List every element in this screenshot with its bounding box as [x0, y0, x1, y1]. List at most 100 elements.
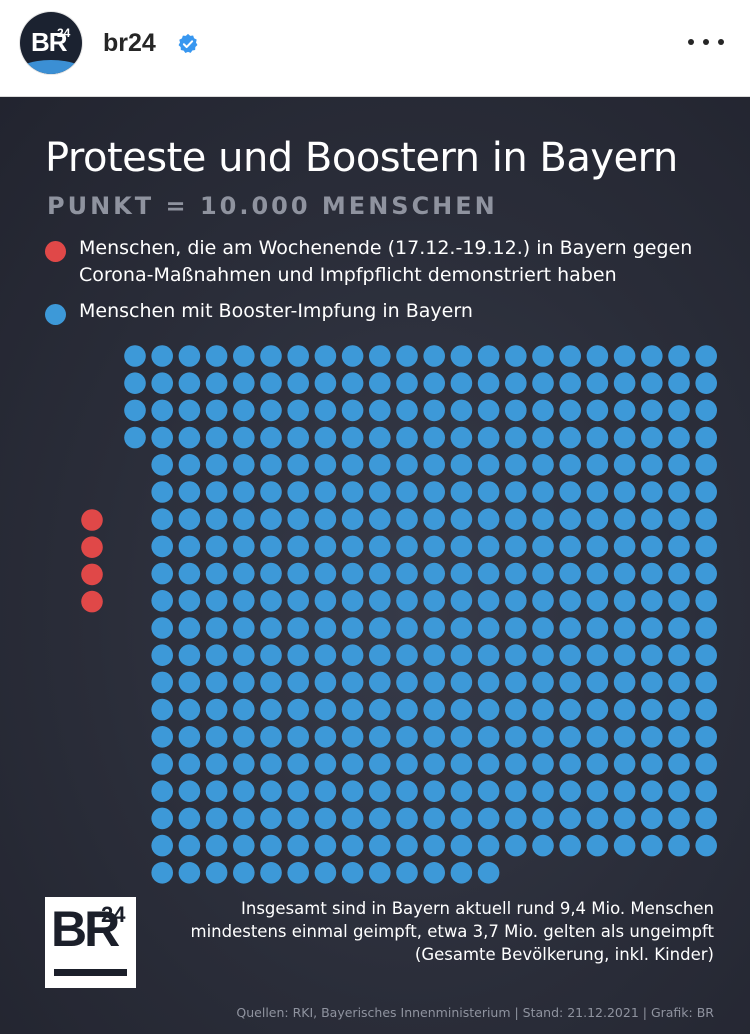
- booster-dot: [559, 807, 581, 830]
- booster-dot: [505, 345, 527, 367]
- booster-dot: [641, 426, 663, 449]
- avatar[interactable]: BR 24: [20, 12, 82, 74]
- booster-dot: [477, 454, 500, 476]
- booster-dot: [641, 617, 663, 639]
- booster-dot: [124, 426, 146, 449]
- booster-dot: [505, 753, 527, 775]
- booster-dot: [260, 671, 282, 694]
- booster-dot: [450, 617, 473, 639]
- booster-dot: [586, 454, 609, 476]
- booster-dot: [260, 807, 282, 830]
- booster-dot: [260, 454, 282, 476]
- booster-dot: [668, 807, 690, 830]
- booster-dot: [341, 644, 364, 666]
- booster-dot: [287, 753, 310, 775]
- booster-dot: [450, 454, 473, 476]
- booster-dot: [260, 834, 282, 857]
- booster-dot: [151, 399, 173, 422]
- booster-dot: [233, 644, 255, 666]
- booster-dot: [695, 780, 717, 802]
- booster-dot: [423, 372, 446, 395]
- booster-dot: [178, 644, 201, 666]
- booster-dot: [205, 834, 228, 857]
- username-link[interactable]: br24: [103, 29, 156, 57]
- booster-dot: [314, 562, 337, 585]
- booster-dot: [559, 372, 581, 395]
- booster-dot: [233, 508, 255, 530]
- more-options-icon[interactable]: [688, 30, 724, 54]
- booster-dot: [450, 508, 473, 530]
- booster-dot: [260, 780, 282, 802]
- booster-dot: [641, 807, 663, 830]
- booster-dot: [586, 807, 609, 830]
- booster-dot: [477, 372, 500, 395]
- booster-dot: [641, 753, 663, 775]
- booster-dot: [233, 535, 255, 558]
- booster-dot: [178, 698, 201, 721]
- booster-dot: [477, 726, 500, 748]
- booster-dot: [178, 753, 201, 775]
- booster-dot: [205, 753, 228, 775]
- booster-dot: [559, 399, 581, 422]
- booster-dot: [205, 562, 228, 585]
- booster-dot: [641, 399, 663, 422]
- booster-dot: [423, 508, 446, 530]
- post-image[interactable]: Proteste und Boostern in Bayern PUNKT = …: [0, 97, 750, 1034]
- booster-dot: [423, 807, 446, 830]
- booster-dot: [396, 372, 418, 395]
- booster-dot: [477, 780, 500, 802]
- booster-dot: [396, 426, 418, 449]
- booster-dot: [505, 481, 527, 503]
- booster-dot: [532, 807, 554, 830]
- booster-dot: [477, 481, 500, 503]
- booster-dot: [205, 807, 228, 830]
- booster-dot: [151, 345, 173, 367]
- booster-dot: [287, 671, 310, 694]
- booster-dot: [233, 753, 255, 775]
- booster-dot: [641, 644, 663, 666]
- booster-dot: [532, 454, 554, 476]
- booster-dot: [178, 726, 201, 748]
- booster-dot: [423, 535, 446, 558]
- booster-dot: [233, 481, 255, 503]
- booster-dot: [559, 481, 581, 503]
- booster-dot: [695, 726, 717, 748]
- booster-dot: [641, 834, 663, 857]
- booster-dot: [369, 372, 391, 395]
- booster-dot: [477, 426, 500, 449]
- booster-dot: [151, 426, 173, 449]
- booster-dot: [559, 535, 581, 558]
- booster-dot: [260, 345, 282, 367]
- dot-chart: [81, 345, 717, 884]
- booster-dot: [450, 644, 473, 666]
- booster-dot: [287, 508, 310, 530]
- booster-dot: [695, 535, 717, 558]
- booster-dot: [613, 834, 636, 857]
- booster-dot: [260, 535, 282, 558]
- booster-dot: [341, 454, 364, 476]
- booster-dot: [396, 644, 418, 666]
- booster-dot: [341, 399, 364, 422]
- booster-dot: [695, 807, 717, 830]
- booster-dot: [341, 508, 364, 530]
- booster-dot: [505, 617, 527, 639]
- booster-dot: [341, 671, 364, 694]
- booster-dot: [505, 454, 527, 476]
- booster-dot: [695, 481, 717, 503]
- booster-dot: [233, 671, 255, 694]
- booster-dot: [205, 780, 228, 802]
- booster-dot: [151, 535, 173, 558]
- booster-dot: [695, 372, 717, 395]
- booster-dot: [668, 454, 690, 476]
- booster-dot: [178, 617, 201, 639]
- booster-dot: [505, 535, 527, 558]
- booster-dot: [532, 535, 554, 558]
- booster-dot: [233, 372, 255, 395]
- booster-dot: [695, 345, 717, 367]
- booster-dot: [641, 454, 663, 476]
- booster-dot: [477, 862, 500, 884]
- booster-dot: [260, 590, 282, 612]
- protest-dot: [81, 536, 103, 558]
- booster-dot: [260, 399, 282, 422]
- booster-dot: [369, 535, 391, 558]
